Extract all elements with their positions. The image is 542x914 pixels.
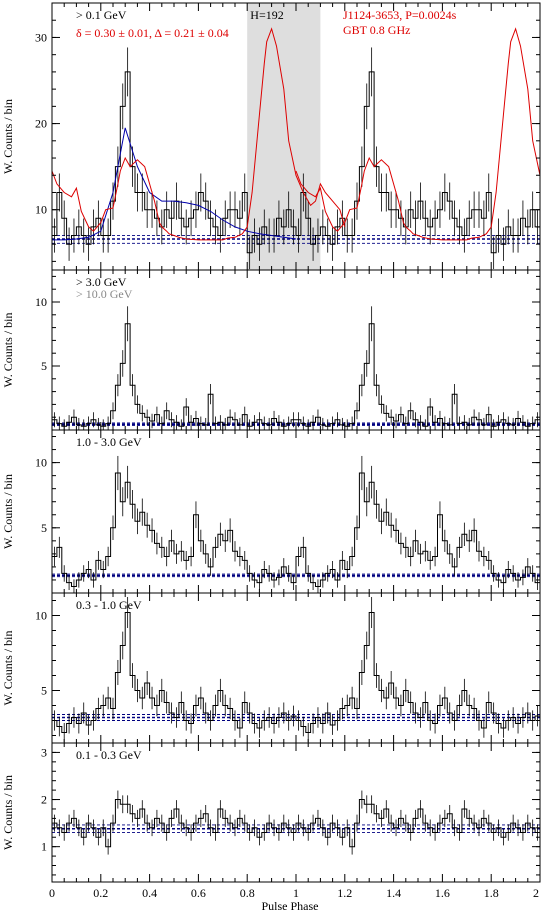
y-tick-label: 10 bbox=[35, 456, 47, 470]
h-test-label: H=192 bbox=[250, 8, 283, 22]
y-tick-label: 5 bbox=[41, 359, 47, 373]
plot-area bbox=[52, 596, 540, 743]
plot-area bbox=[52, 3, 540, 270]
y-tick-label: 30 bbox=[35, 30, 47, 44]
x-tick-label: 1.4 bbox=[386, 886, 401, 900]
y-tick-label: 10 bbox=[35, 609, 47, 623]
y-tick-label: 20 bbox=[35, 117, 47, 131]
panel-5: 1 2 3 W. Counts / bin 0.1 - 0.3 GeV bbox=[1, 742, 541, 883]
x-tick-label: 1.6 bbox=[435, 886, 450, 900]
energy-band-label-2: > 10.0 GeV bbox=[76, 287, 133, 301]
y-axis-label: W. Counts / bin bbox=[1, 775, 15, 850]
y-tick-label: 5 bbox=[41, 521, 47, 535]
y-tick-label: 10 bbox=[35, 295, 47, 309]
y-axis-label: W. Counts / bin bbox=[1, 313, 15, 388]
y-axis-label: W. Counts / bin bbox=[1, 474, 15, 549]
x-tick-label: 0 bbox=[49, 886, 55, 900]
histogram-series bbox=[52, 323, 540, 427]
y-axis-label: W. Counts / bin bbox=[1, 99, 15, 174]
y-tick-label: 3 bbox=[41, 745, 47, 759]
panel-1: 10 20 30 W. Counts / bin > 0.1 GeV δ = 0.30 ±… bbox=[1, 2, 541, 271]
x-tick-label: 2 bbox=[533, 886, 539, 900]
x-tick-label: 0.2 bbox=[93, 886, 108, 900]
y-axis-label: W. Counts / bin bbox=[1, 631, 15, 706]
energy-band-label: 0.3 - 1.0 GeV bbox=[76, 598, 142, 612]
y-tick-label: 1 bbox=[41, 840, 47, 854]
pulsar-label: J1124-3653, P=0.0024s bbox=[343, 8, 457, 22]
x-tick-label: 1.2 bbox=[337, 886, 352, 900]
radio-profile bbox=[52, 27, 346, 241]
histogram-series bbox=[52, 472, 540, 587]
x-tick-label: 1 bbox=[293, 886, 299, 900]
plot-area bbox=[52, 790, 540, 855]
panel-2: 5 10 W. Counts / bin > 3.0 GeV> 10.0 GeV bbox=[1, 269, 541, 431]
x-axis-label: Pulse Phase bbox=[262, 899, 319, 913]
histogram-series bbox=[52, 799, 540, 848]
radio-profile bbox=[295, 27, 540, 241]
y-tick-label: 10 bbox=[35, 203, 47, 217]
fit-parameters-label: δ = 0.30 ± 0.01, Δ = 0.21 ± 0.04 bbox=[76, 26, 229, 40]
energy-band-label: > 0.1 GeV bbox=[76, 8, 127, 22]
x-tick-label: 0.8 bbox=[240, 886, 255, 900]
histogram-series bbox=[52, 612, 540, 733]
plot-area bbox=[52, 455, 540, 593]
energy-band-label: 1.0 - 3.0 GeV bbox=[76, 435, 142, 449]
plot-area bbox=[52, 306, 540, 430]
energy-band-label: 0.1 - 0.3 GeV bbox=[76, 748, 142, 762]
x-tick-label: 0.6 bbox=[191, 886, 206, 900]
y-tick-label: 5 bbox=[41, 684, 47, 698]
y-tick-label: 2 bbox=[41, 793, 47, 807]
x-tick-label: 0.4 bbox=[142, 886, 157, 900]
radio-frequency-label: GBT 0.8 GHz bbox=[343, 23, 410, 37]
x-tick-label: 1.8 bbox=[484, 886, 499, 900]
energy-band-label: > 3.0 GeV bbox=[76, 275, 127, 289]
fit-curve bbox=[52, 127, 297, 241]
